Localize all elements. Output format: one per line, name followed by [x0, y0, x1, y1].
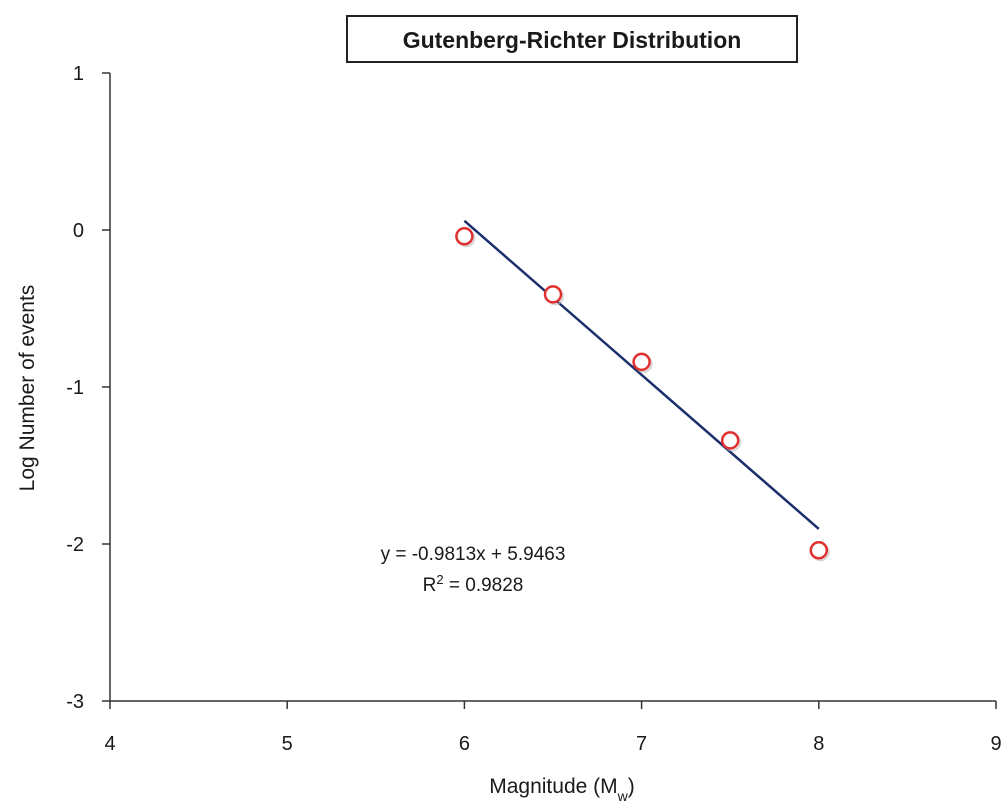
x-axis-title-main: Magnitude (M [489, 775, 617, 798]
y-tick-label: -1 [66, 377, 84, 399]
x-tick-label: 8 [813, 733, 824, 755]
trendline-equation: y = -0.9813x + 5.9463 [381, 544, 566, 565]
x-tick-label: 7 [636, 733, 647, 755]
data-point [632, 352, 651, 372]
x-tick-label: 9 [990, 733, 1001, 755]
chart-title: Gutenberg-Richter Distribution [403, 27, 742, 53]
data-point [809, 541, 829, 560]
ticks: -3 -2 -1 0 1 4 5 6 7 8 9 [66, 63, 1001, 755]
x-tick-label: 5 [282, 733, 293, 755]
x-axis-title-suffix: ) [628, 775, 635, 798]
y-tick-label: 0 [73, 220, 84, 242]
r-squared-value: = 0.9828 [444, 575, 524, 596]
chart-title-group: Gutenberg-Richter Distribution [346, 15, 798, 63]
x-tick-label: 4 [104, 733, 115, 755]
y-tick-label: -2 [66, 534, 84, 556]
series-layer [455, 219, 830, 562]
axes [109, 73, 996, 702]
y-tick-label: 1 [73, 63, 84, 85]
trendline-equation-group: y = -0.9813x + 5.9463 R2 = 0.9828 [381, 544, 566, 596]
x-axis-title: Magnitude (Mw) [489, 775, 635, 803]
trendline [463, 219, 820, 530]
y-axis-title: Log Number of events [16, 285, 39, 492]
r-squared-prefix: R [423, 575, 437, 596]
data-point [720, 431, 740, 450]
data-point [455, 227, 474, 246]
x-tick-label: 6 [459, 733, 470, 755]
r-squared-superscript: 2 [436, 572, 443, 587]
data-point [543, 285, 563, 304]
y-tick-label: -3 [66, 691, 84, 713]
chart-title-box [346, 15, 798, 63]
r-squared-label: R2 = 0.9828 [423, 572, 524, 597]
x-axis-title-subscript: w [617, 788, 629, 803]
